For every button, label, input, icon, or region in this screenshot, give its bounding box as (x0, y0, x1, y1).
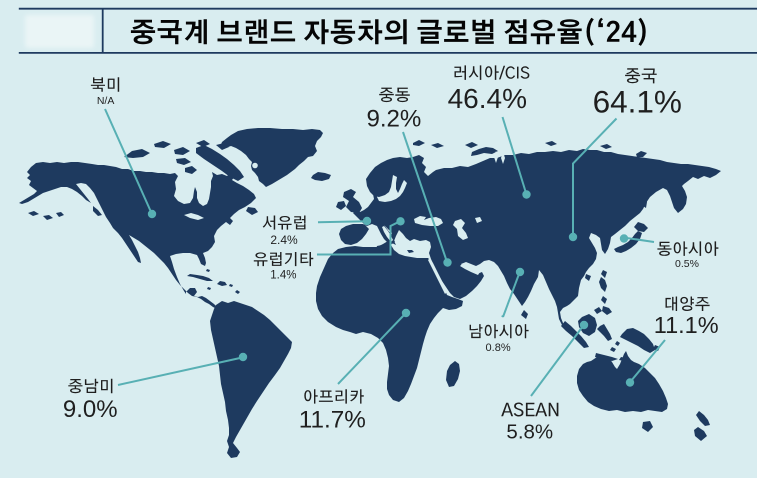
svg-text:0.5%: 0.5% (675, 258, 699, 270)
svg-text:11.1%: 11.1% (654, 312, 719, 338)
svg-text:46.4%: 46.4% (448, 83, 527, 114)
svg-text:0.8%: 0.8% (486, 342, 511, 354)
svg-text:9.0%: 9.0% (63, 396, 118, 423)
svg-text:11.7%: 11.7% (299, 406, 366, 433)
svg-text:64.1%: 64.1% (593, 83, 682, 119)
svg-text:5.8%: 5.8% (506, 420, 553, 443)
svg-text:1.4%: 1.4% (270, 269, 296, 281)
svg-text:2.4%: 2.4% (270, 233, 298, 247)
svg-text:9.2%: 9.2% (366, 106, 421, 133)
svg-text:N/A: N/A (97, 95, 115, 107)
